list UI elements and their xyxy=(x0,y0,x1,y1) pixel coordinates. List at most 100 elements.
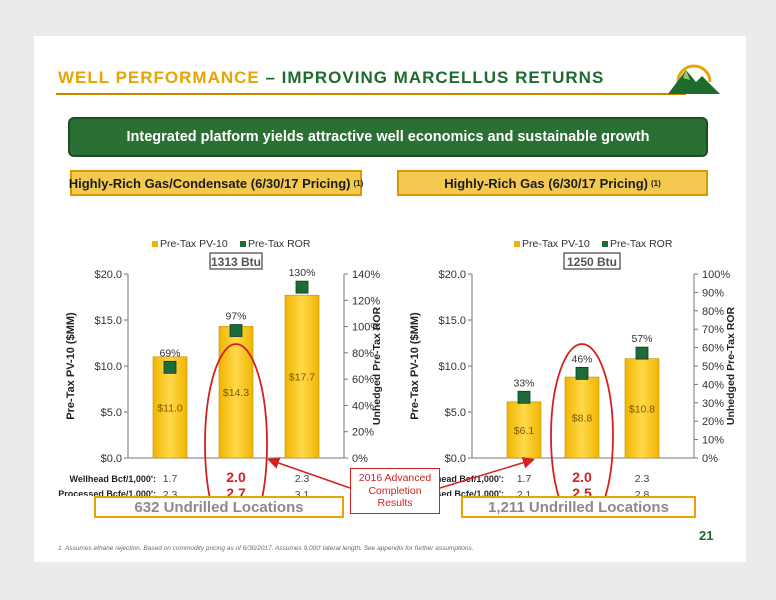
ror-marker xyxy=(517,390,531,404)
ror-marker xyxy=(163,360,177,374)
y-tick-label: $10.0 xyxy=(94,361,122,373)
ror-marker xyxy=(295,280,309,294)
slide: WELL PERFORMANCE – IMPROVING MARCELLUS R… xyxy=(34,36,746,562)
processed-value: 2.1 xyxy=(517,489,532,496)
page-title: WELL PERFORMANCE – IMPROVING MARCELLUS R… xyxy=(58,68,604,88)
y2-tick-label: 50% xyxy=(702,361,724,373)
bar-value-label: $14.3 xyxy=(223,387,249,399)
btu-highlight-box xyxy=(563,252,621,270)
bar-value-label: $10.8 xyxy=(629,403,655,415)
y2-tick-label: 60% xyxy=(702,343,724,355)
ror-value-label: 130% xyxy=(289,267,316,279)
callout-line-1: 2016 Advanced xyxy=(358,472,432,484)
y2-tick-label: 0% xyxy=(702,453,718,465)
bar-pv10 xyxy=(284,294,320,459)
y2-tick-label: 100% xyxy=(352,322,380,334)
legend-label-ror: Pre-Tax ROR xyxy=(610,238,673,250)
y2-axis-title: Unhedged Pre-Tax ROR xyxy=(725,306,737,425)
row-label-wellhead: Wellhead Bcf/1,000': xyxy=(417,474,504,484)
highlight-ellipse xyxy=(550,343,614,496)
advanced-completion-callout: 2016 Advanced Completion Results xyxy=(350,468,440,514)
ror-value-label: 33% xyxy=(513,377,534,389)
bar-pv10 xyxy=(218,326,254,459)
page-number: 21 xyxy=(699,528,714,543)
ror-marker xyxy=(575,366,589,380)
y2-tick-label: 20% xyxy=(352,427,374,439)
legend-label-pv10: Pre-Tax PV-10 xyxy=(522,238,590,250)
ror-marker xyxy=(635,346,649,360)
processed-value: 2.7 xyxy=(226,485,246,496)
y-tick-label: $10.0 xyxy=(438,361,466,373)
footnote: 1. Assumes ethane rejection. Based on co… xyxy=(58,545,474,552)
btu-highlight-label: 1250 Btu xyxy=(567,255,617,269)
row-label-processed: Processed Bcfe/1,000': xyxy=(58,489,156,496)
title-part-2: – IMPROVING MARCELLUS RETURNS xyxy=(265,68,605,87)
y-tick-label: $20.0 xyxy=(438,269,466,281)
ror-value-label: 57% xyxy=(631,333,652,345)
ror-marker xyxy=(229,324,243,337)
y-tick-label: $20.0 xyxy=(94,269,122,281)
title-part-1: WELL PERFORMANCE xyxy=(58,68,260,87)
y2-tick-label: 70% xyxy=(702,324,724,336)
legend-label-ror: Pre-Tax ROR xyxy=(248,238,311,250)
y2-tick-label: 60% xyxy=(352,374,374,386)
y-tick-label: $0.0 xyxy=(445,453,466,465)
processed-value: 2.8 xyxy=(635,489,650,496)
y2-tick-label: 10% xyxy=(702,435,724,447)
ror-value-label: 97% xyxy=(225,311,246,323)
ror-value-label: 69% xyxy=(159,347,180,359)
y-tick-label: $5.0 xyxy=(101,407,122,419)
y2-tick-label: 90% xyxy=(702,287,724,299)
panel-title-left: Highly-Rich Gas/Condensate (6/30/17 Pric… xyxy=(68,170,364,196)
processed-value: 3.1 xyxy=(295,489,310,496)
y-axis-title: Pre-Tax PV-10 ($MM) xyxy=(409,312,421,420)
y-tick-label: $5.0 xyxy=(445,407,466,419)
bar-pv10 xyxy=(506,401,542,459)
title-rule xyxy=(56,93,686,95)
wellhead-value: 1.7 xyxy=(517,473,532,485)
panel-title-left-text: Highly-Rich Gas/Condensate (6/30/17 Pric… xyxy=(68,175,351,191)
y2-tick-label: 20% xyxy=(702,416,724,428)
bar-value-label: $8.8 xyxy=(572,413,593,425)
wellhead-value: 2.3 xyxy=(635,473,650,485)
bar-value-label: $11.0 xyxy=(157,402,183,414)
processed-value: 2.5 xyxy=(572,485,592,496)
legend-swatch-pv10 xyxy=(152,241,158,247)
row-label-processed: Processed Bcfe/1,000': xyxy=(406,489,504,496)
y2-tick-label: 80% xyxy=(702,306,724,318)
y2-tick-label: 30% xyxy=(702,398,724,410)
y2-tick-label: 80% xyxy=(352,348,374,360)
ror-value-label: 46% xyxy=(571,353,592,365)
btu-highlight-label: 1313 Btu xyxy=(211,255,261,269)
legend-label-pv10: Pre-Tax PV-10 xyxy=(160,238,228,250)
y2-tick-label: 40% xyxy=(702,379,724,391)
btu-highlight-box xyxy=(209,252,263,270)
y-axis-title: Pre-Tax PV-10 ($MM) xyxy=(65,312,77,420)
bar-pv10 xyxy=(624,358,660,459)
wellhead-value: 1.7 xyxy=(163,473,178,485)
wellhead-value: 2.0 xyxy=(572,469,592,485)
callout-line-3: Results xyxy=(377,497,413,509)
y2-tick-label: 0% xyxy=(352,453,368,465)
legend-swatch-pv10 xyxy=(514,241,520,247)
legend-swatch-ror xyxy=(602,241,608,247)
y-tick-label: $15.0 xyxy=(94,315,122,327)
panel-title-right: Highly-Rich Gas (6/30/17 Pricing) (1) xyxy=(397,170,708,196)
bar-value-label: $17.7 xyxy=(289,372,315,384)
y2-tick-label: 40% xyxy=(352,400,374,412)
callout-line-2: Completion xyxy=(368,484,422,497)
panel-title-right-sup: (1) xyxy=(650,178,661,188)
processed-value: 2.3 xyxy=(163,489,178,496)
panel-title-left-sup: (1) xyxy=(353,178,364,188)
callout-arrows xyxy=(267,456,535,489)
highlight-ellipse xyxy=(204,343,268,496)
y-tick-label: $0.0 xyxy=(101,453,122,465)
banner: Integrated platform yields attractive we… xyxy=(68,117,708,157)
y2-tick-label: 140% xyxy=(352,269,380,281)
mountain-sun-icon xyxy=(668,64,720,94)
bar-value-label: $6.1 xyxy=(514,425,535,437)
y2-tick-label: 100% xyxy=(702,269,730,281)
locations-right: 1,211 Undrilled Locations xyxy=(461,496,696,518)
y2-tick-label: 120% xyxy=(352,295,380,307)
row-label-wellhead: Wellhead Bcf/1,000': xyxy=(69,474,156,484)
